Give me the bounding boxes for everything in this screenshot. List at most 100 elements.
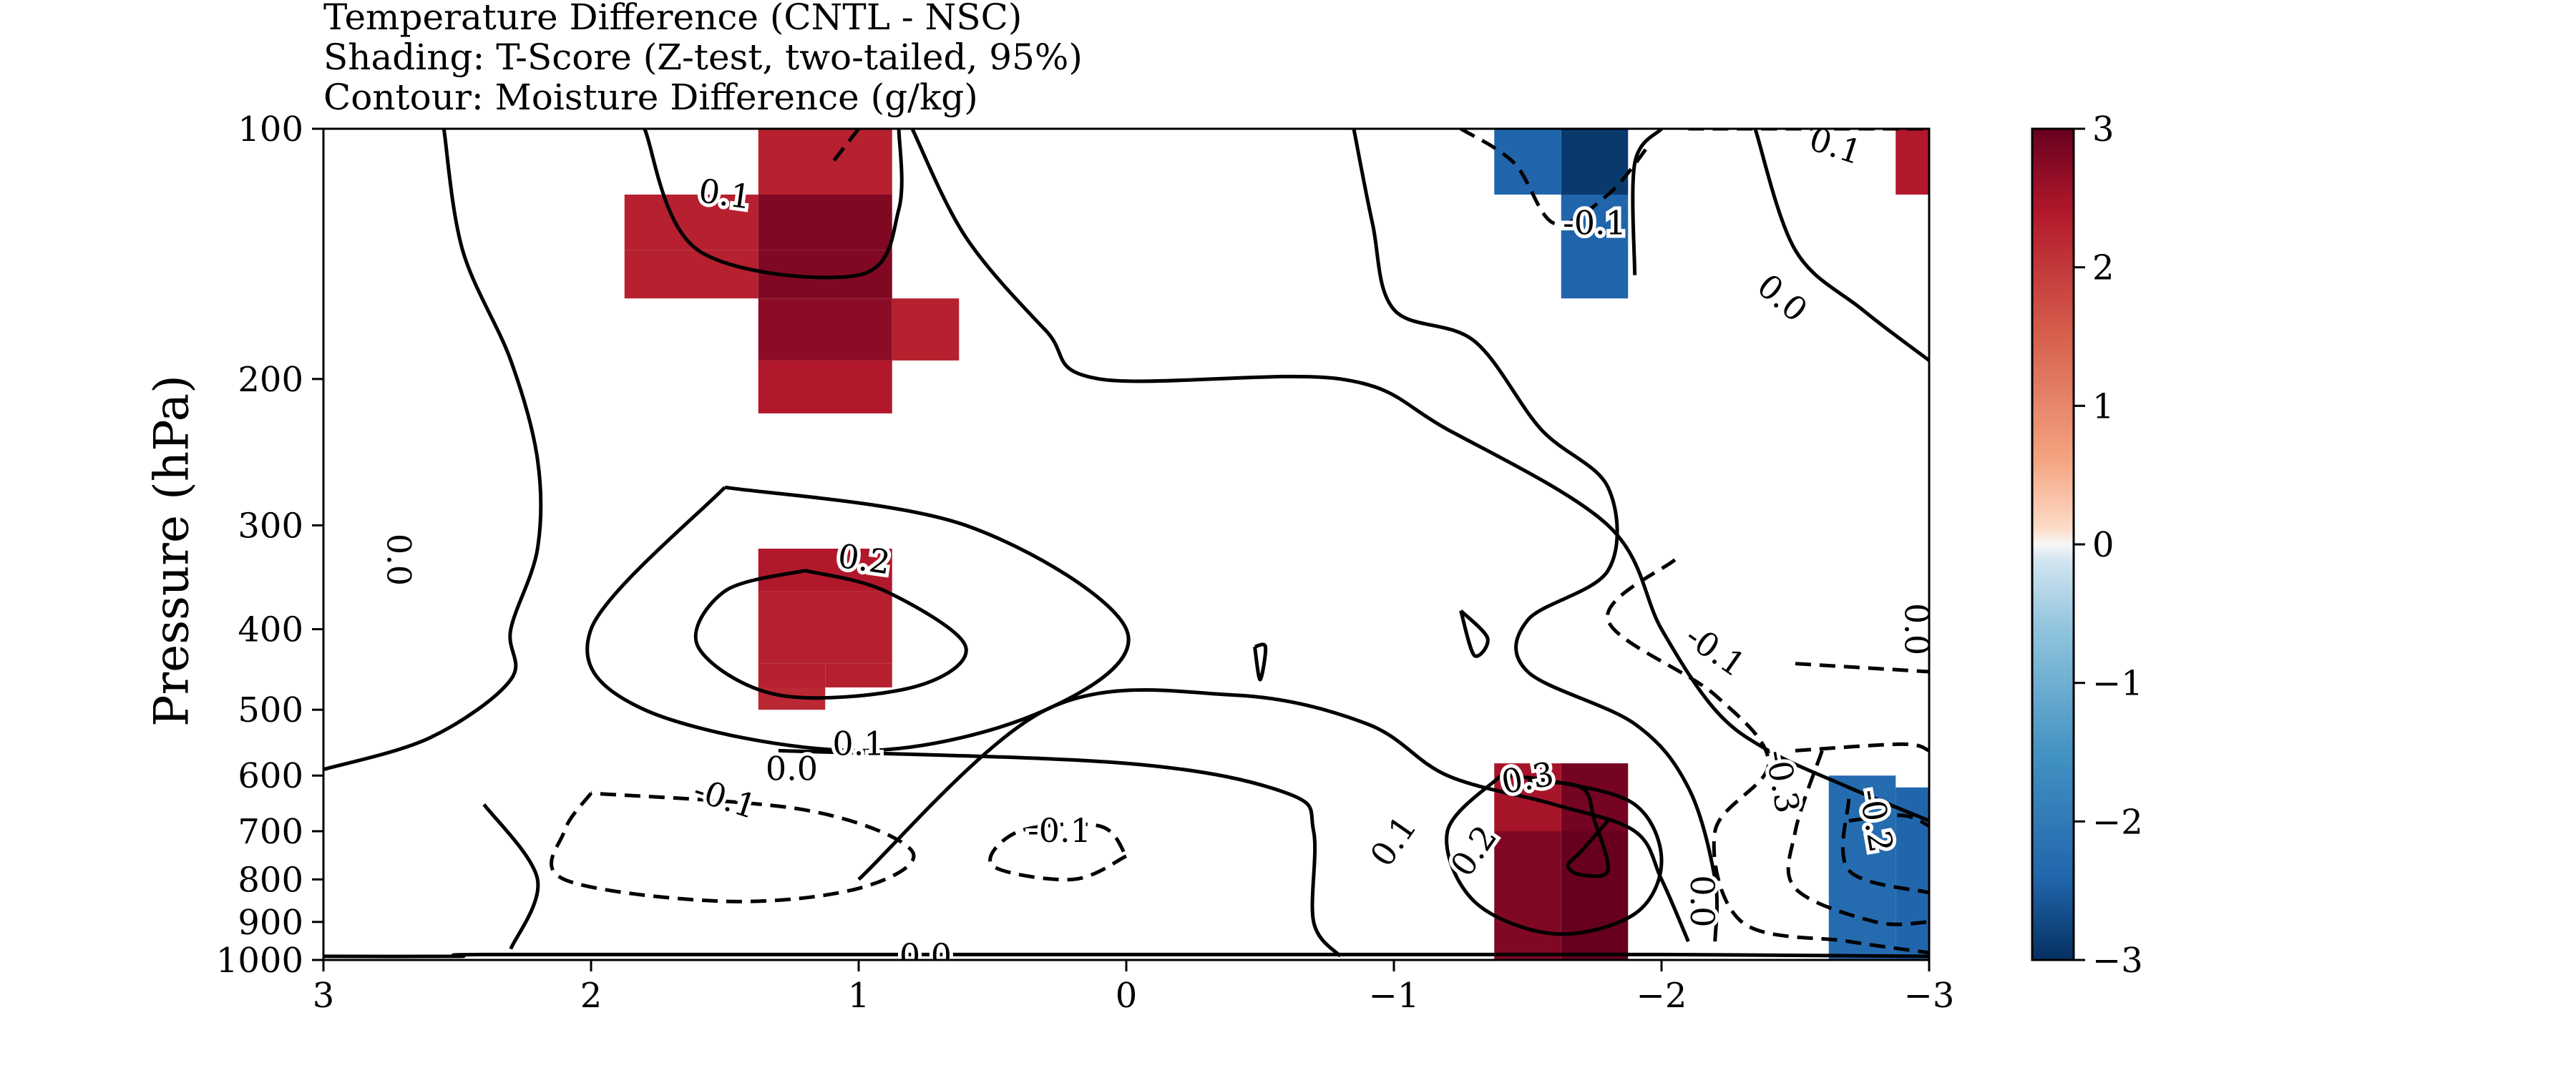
shading-cell bbox=[1494, 129, 1561, 195]
contour-label: 0.0 bbox=[766, 750, 818, 788]
contour-solid bbox=[910, 129, 1929, 823]
contour-dashed bbox=[1795, 742, 1929, 753]
contour-solid bbox=[482, 803, 540, 950]
shading-cell bbox=[624, 195, 758, 250]
x-tick-label: 0 bbox=[1116, 976, 1138, 1016]
shading-cell bbox=[758, 663, 826, 687]
shading-layer bbox=[624, 129, 1929, 960]
chart-title-line-3: Contour: Moisture Difference (g/kg) bbox=[323, 77, 978, 118]
x-tick-label: −2 bbox=[1636, 976, 1687, 1016]
shading-cell bbox=[1561, 831, 1629, 960]
plot-area: 0.00.10.20.10.0-0.1-0.10.00.1 0.20.3-0.10… bbox=[323, 129, 1936, 975]
x-tick-label: 1 bbox=[848, 976, 870, 1016]
contour-solid bbox=[323, 129, 543, 772]
colorbar-tick-label: 0 bbox=[2092, 525, 2114, 565]
contour-label-group: 0.1 bbox=[1801, 129, 1870, 176]
contour-label-group: 0.0 bbox=[1679, 871, 1725, 931]
contour-solid bbox=[1753, 129, 1929, 362]
contour-label: 0.1 bbox=[696, 171, 753, 217]
contour-solid bbox=[778, 748, 1342, 958]
contour-dashed bbox=[1786, 750, 1929, 926]
y-tick-label: 200 bbox=[238, 360, 303, 400]
colorbar-tick-label: 1 bbox=[2092, 386, 2114, 426]
chart-title-line-2: Shading: T-Score (Z-test, two-tailed, 95… bbox=[323, 36, 1083, 78]
contour-label: 0.2 bbox=[836, 536, 893, 582]
contour-label-layer: 0.00.10.20.10.0-0.1-0.10.00.1 0.20.3-0.10… bbox=[376, 129, 1936, 975]
colorbar-axis: 3 2 1 0 −1 −2 −3 bbox=[2074, 109, 2143, 981]
contour-solid bbox=[643, 129, 904, 280]
contour-solid bbox=[693, 569, 968, 700]
y-tick-label: 800 bbox=[238, 860, 303, 900]
shading-cell bbox=[758, 591, 892, 664]
shading-cell bbox=[1828, 775, 1896, 960]
contour-solid bbox=[1527, 780, 1611, 878]
shading-cell bbox=[758, 195, 892, 250]
x-tick-label: 3 bbox=[313, 976, 335, 1016]
y-tick-label: 900 bbox=[238, 903, 303, 943]
contour-label-group: 0.0 bbox=[1747, 263, 1819, 333]
contour-dashed bbox=[1848, 813, 1929, 828]
colorbar-tick-label: −3 bbox=[2092, 941, 2143, 981]
shading-cell bbox=[825, 663, 892, 687]
contour-solid bbox=[1459, 609, 1490, 658]
chart-title-line-1: Temperature Difference (CNTL - NSC) bbox=[323, 0, 1023, 38]
contour-label-group: 0.0 bbox=[762, 746, 821, 792]
contour-dashed bbox=[988, 822, 1128, 882]
y-tick-label: 1000 bbox=[216, 941, 303, 981]
contour-label-group: 0.0 bbox=[1893, 599, 1936, 659]
contour-label: -0.1 bbox=[1563, 203, 1626, 242]
shading-cell bbox=[624, 250, 758, 299]
contour-label-group: 0.1 bbox=[829, 720, 888, 766]
contour-label: -0.1 bbox=[689, 770, 761, 826]
y-tick-label: 100 bbox=[238, 109, 303, 150]
contour-label: 0.0 bbox=[1683, 875, 1722, 927]
contour-label-group: -0.1 bbox=[1024, 808, 1095, 853]
contour-label-group: -0.1 bbox=[686, 766, 765, 830]
contour-label: 0.3 bbox=[1498, 754, 1556, 801]
shading-cell bbox=[892, 298, 960, 361]
colorbar-tick-label: 2 bbox=[2092, 248, 2114, 288]
contour-label: 0.1 bbox=[832, 724, 884, 763]
y-tick-label: 400 bbox=[238, 610, 303, 650]
contour-label: 0.0 bbox=[899, 936, 952, 975]
shading-cell bbox=[758, 298, 892, 361]
x-tick-label: 2 bbox=[580, 976, 602, 1016]
contour-solid bbox=[1631, 129, 1663, 275]
x-tick-label: −3 bbox=[1904, 976, 1955, 1016]
contour-label-group: 0.1 bbox=[1359, 805, 1428, 877]
y-tick-label: 700 bbox=[238, 812, 303, 852]
y-tick-label: 300 bbox=[238, 506, 303, 546]
x-axis: 3 2 1 0 −1 −2 −3 bbox=[313, 960, 1955, 1016]
x-tick-label: −1 bbox=[1369, 976, 1420, 1016]
contour-label: 0.0 bbox=[1897, 603, 1936, 655]
colorbar-tick-label: −1 bbox=[2092, 664, 2143, 704]
contour-solid bbox=[1445, 773, 1664, 936]
contour-layer bbox=[323, 129, 1929, 959]
contour-label: -0.1 bbox=[1028, 811, 1091, 850]
contour-label-group: 0.0 bbox=[376, 530, 422, 589]
contour-solid bbox=[1253, 642, 1268, 682]
contour-dashed bbox=[1841, 798, 1929, 895]
shading-cell bbox=[758, 129, 892, 195]
contour-dashed bbox=[830, 129, 860, 165]
shading-cell bbox=[1896, 129, 1929, 195]
contour-label-group: 0.3 bbox=[1495, 750, 1560, 805]
contour-solid bbox=[1352, 129, 1719, 942]
contour-dashed bbox=[1606, 558, 1929, 955]
y-tick-label: 500 bbox=[238, 690, 303, 730]
contour-label-group: -0.1 bbox=[1559, 200, 1630, 245]
shading-cell bbox=[758, 360, 892, 413]
contour-label: 0.0 bbox=[380, 534, 419, 586]
contour-dashed bbox=[1460, 129, 1650, 227]
colorbar-tick-label: −2 bbox=[2092, 802, 2143, 842]
shading-cell bbox=[1561, 129, 1629, 195]
contour-solid bbox=[585, 485, 1131, 753]
contour-label-group: 0.0 bbox=[896, 933, 955, 975]
shading-cell bbox=[1561, 195, 1629, 299]
contour-label-group: -0.1 bbox=[1675, 613, 1757, 688]
contour-dashed bbox=[1795, 662, 1929, 674]
contour-dashed bbox=[550, 791, 916, 903]
shading-cell bbox=[1494, 831, 1561, 960]
